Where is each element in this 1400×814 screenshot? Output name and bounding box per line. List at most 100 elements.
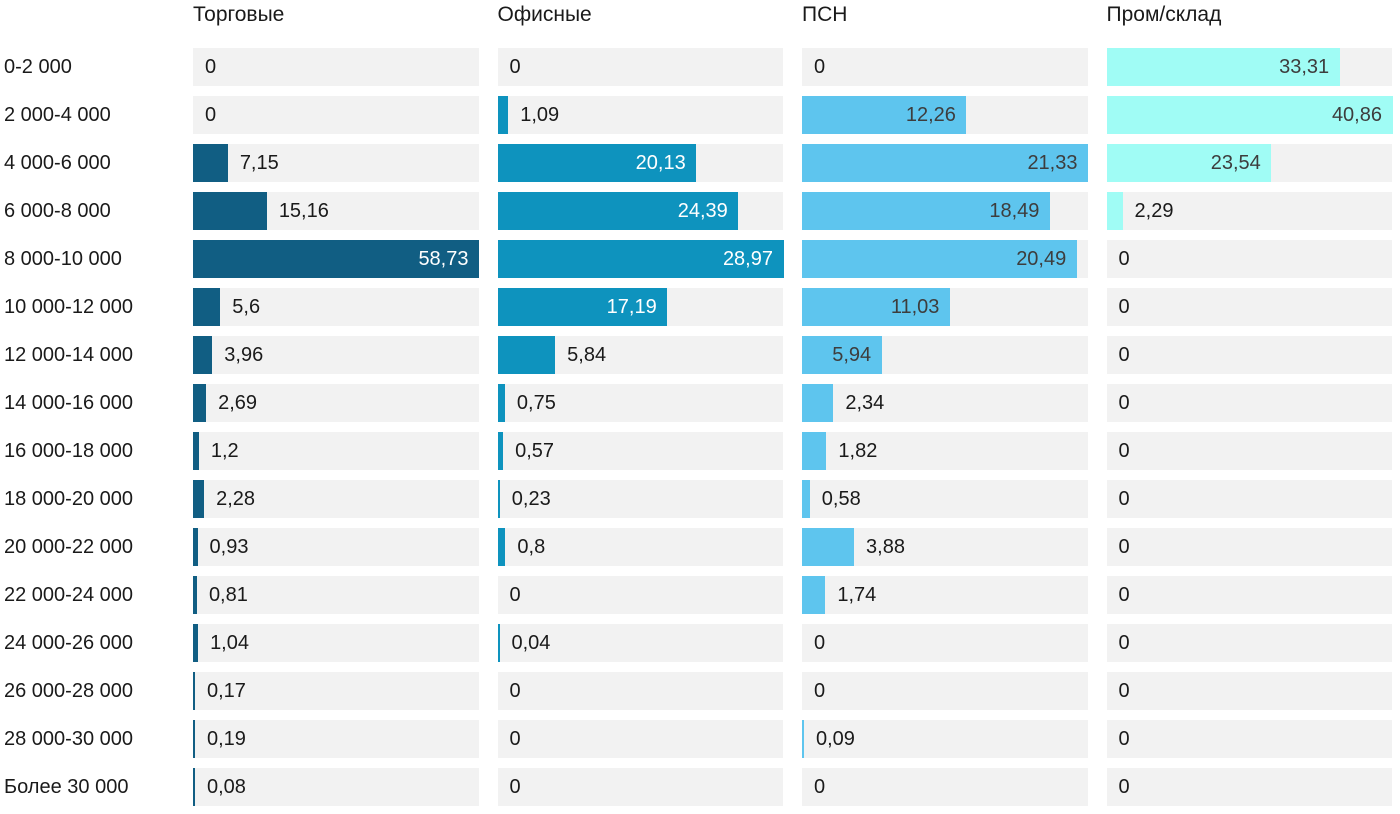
- bar-track: 0: [1106, 480, 1392, 518]
- bar-value: 33,31: [1279, 56, 1330, 78]
- bar: [193, 240, 479, 278]
- bar-value: 1,74: [837, 584, 877, 606]
- bar-value: 0,08: [207, 776, 246, 798]
- bar-value: 1,04: [210, 632, 249, 654]
- bar-track: 21,33: [802, 144, 1088, 182]
- row-label: 8 000-10 000: [4, 247, 122, 270]
- bar: [802, 192, 1050, 230]
- bar: [1106, 144, 1272, 182]
- row-label: 6 000-8 000: [4, 199, 111, 222]
- bar-value: 3,88: [866, 536, 905, 558]
- bar-value: 0,57: [515, 440, 555, 462]
- bar-value: 1,82: [838, 440, 878, 462]
- bar-track: 0: [1106, 432, 1392, 470]
- bar-value: 0: [1118, 776, 1130, 798]
- bar: [1106, 192, 1123, 230]
- bar-track: 0: [1106, 384, 1392, 422]
- row-label: 26 000-28 000: [4, 679, 134, 702]
- bar: [497, 288, 668, 326]
- row-label: 12 000-14 000: [4, 343, 134, 366]
- bar: [193, 432, 199, 470]
- bar-track: 0,23: [497, 480, 783, 518]
- bar-value: 0,75: [516, 392, 556, 414]
- bar-value: 0,58: [821, 488, 861, 510]
- bar-value: 0: [814, 776, 826, 798]
- bar-track: 0: [1106, 528, 1392, 566]
- bar-value: 0: [1118, 344, 1130, 366]
- bar-value: 40,86: [1331, 104, 1382, 126]
- bar-value: 0: [1118, 392, 1130, 414]
- bar-track: 7,15: [193, 144, 479, 182]
- bar: [193, 288, 221, 326]
- bar: [497, 528, 506, 566]
- bar-value: 15,16: [278, 200, 329, 222]
- bar-value: 0,81: [208, 584, 248, 606]
- bar-value: 0,17: [207, 680, 246, 702]
- bar-value: 58,73: [418, 248, 469, 270]
- bar: [497, 240, 784, 278]
- bar-value: 0,93: [209, 536, 249, 558]
- bar-value: 21,33: [1027, 152, 1078, 174]
- column-header: Офисные: [497, 3, 592, 26]
- bar-value: 0: [1118, 536, 1130, 558]
- bar-track: 0: [497, 768, 783, 806]
- bar-track: 17,19: [497, 288, 783, 326]
- bar-value: 0: [1118, 728, 1130, 750]
- bar-track: 0: [1106, 768, 1392, 806]
- bar-track: 0,81: [193, 576, 479, 614]
- bar-track: 3,88: [802, 528, 1088, 566]
- bar: [497, 384, 505, 422]
- row-label: 2 000-4 000: [4, 103, 111, 126]
- bar-track: 0: [1106, 336, 1392, 374]
- bar-track: 0: [193, 48, 479, 86]
- bar-value: 2,69: [218, 392, 258, 414]
- row-label: 14 000-16 000: [4, 391, 134, 414]
- bar-value: 0,09: [816, 728, 855, 750]
- bar-track: 0: [802, 48, 1088, 86]
- bar: [802, 144, 1088, 182]
- row-label: 10 000-12 000: [4, 295, 134, 318]
- bar-track: 11,03: [802, 288, 1088, 326]
- bar-value: 0: [1118, 296, 1130, 318]
- bar: [193, 480, 205, 518]
- bar-track: 1,82: [802, 432, 1088, 470]
- bar-value: 18,49: [989, 200, 1040, 222]
- bar-value: 7,15: [239, 152, 279, 174]
- bar: [497, 144, 697, 182]
- column-header: Пром/склад: [1106, 3, 1222, 26]
- bar-track: 0,09: [802, 720, 1088, 758]
- bar-value: 28,97: [722, 248, 773, 270]
- bar-value: 17,19: [606, 296, 657, 318]
- bar-value: 11,03: [890, 296, 940, 318]
- bar-value: 0: [509, 56, 521, 78]
- bar-track: 23,54: [1106, 144, 1392, 182]
- bar-value: 0: [1118, 488, 1130, 510]
- bar-track: 2,69: [193, 384, 479, 422]
- bar-value: 20,49: [1016, 248, 1067, 270]
- bar-track: 0: [1106, 288, 1392, 326]
- bar-value: 0: [509, 728, 521, 750]
- bar: [193, 144, 228, 182]
- bar-value: 0,19: [207, 728, 246, 750]
- bar-track: 0: [1106, 672, 1392, 710]
- bar: [1106, 96, 1393, 134]
- column-header: Торговые: [193, 3, 285, 26]
- bar: [802, 288, 950, 326]
- bar-track: 2,34: [802, 384, 1088, 422]
- bar-track: 0,58: [802, 480, 1088, 518]
- bar-value: 0: [814, 632, 826, 654]
- bar: [802, 384, 834, 422]
- row-label: 22 000-24 000: [4, 583, 134, 606]
- bar-track: 40,86: [1106, 96, 1393, 134]
- bar-track: 5,6: [193, 288, 479, 326]
- bar-value: 0: [509, 776, 521, 798]
- row-label: 4 000-6 000: [4, 151, 111, 174]
- bar-track: 0: [497, 48, 783, 86]
- bar: [497, 432, 504, 470]
- row-label: 18 000-20 000: [4, 487, 134, 510]
- bar-track: 0: [802, 672, 1088, 710]
- bar-track: 1,74: [802, 576, 1088, 614]
- bar-track: 20,13: [497, 144, 783, 182]
- bar-value: 0,04: [511, 632, 551, 654]
